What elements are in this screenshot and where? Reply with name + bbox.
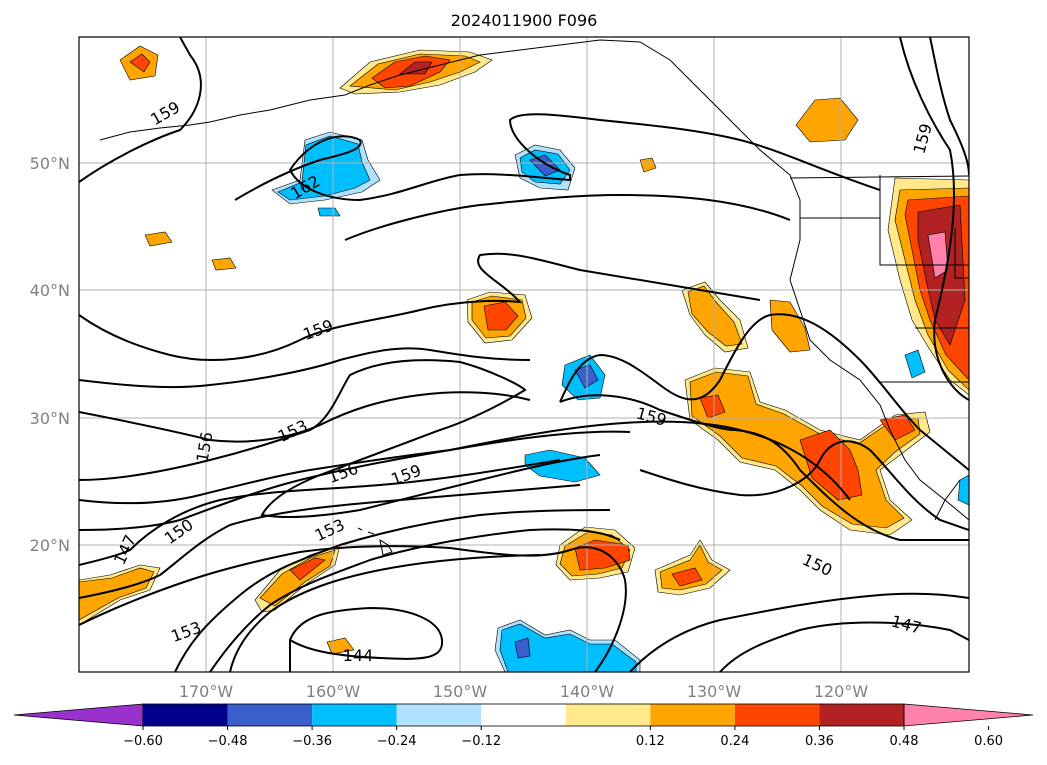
lon-label: 160°W <box>306 682 361 701</box>
colorbar-tick-label: 0.60 <box>974 734 1003 749</box>
lat-label: 30°N <box>30 409 70 428</box>
colorbar-bin <box>227 704 313 726</box>
coastlines <box>99 39 969 556</box>
lat-label: 50°N <box>30 154 70 173</box>
map-frame <box>78 36 970 673</box>
height-contours <box>79 37 969 672</box>
colorbar: −0.60 −0.48 −0.36 −0.24 −0.12 0.12 0.24 0.36 0.4… <box>13 703 1034 749</box>
latitude-labels: 50°N 40°N 30°N 20°N <box>30 154 70 555</box>
colorbar-extend-high <box>903 703 1034 727</box>
colorbar-bin <box>143 704 228 726</box>
lat-label: 20°N <box>30 536 70 555</box>
colorbar-bin <box>650 704 735 726</box>
colorbar-bin <box>396 704 482 726</box>
colorbar-tick-label: −0.60 <box>123 734 163 749</box>
colorbar-bin <box>481 704 566 726</box>
graticule <box>79 37 969 672</box>
lon-label: 140°W <box>560 682 615 701</box>
colorbar-bin <box>312 704 397 726</box>
colorbar-tick-label: −0.24 <box>377 734 417 749</box>
colorbar-tick-label: −0.36 <box>292 734 332 749</box>
shaded-field <box>79 45 969 672</box>
map-title: 2024011900 F096 <box>451 11 598 30</box>
colorbar-bin <box>734 704 820 726</box>
colorbar-tick-label: 0.36 <box>805 734 834 749</box>
colorbar-bin <box>819 704 904 726</box>
colorbar-tick-label: 0.12 <box>636 734 665 749</box>
colorbar-frame <box>142 703 905 727</box>
lat-label: 40°N <box>30 281 70 300</box>
colorbar-tick-label: −0.12 <box>461 734 501 749</box>
colorbar-extend-low <box>13 703 144 727</box>
colorbar-tick-label: 0.48 <box>890 734 919 749</box>
lon-label: 130°W <box>687 682 742 701</box>
contour-label: 144 <box>343 646 374 665</box>
lon-label: 120°W <box>814 682 869 701</box>
map-area <box>79 37 969 672</box>
colorbar-bin <box>565 704 651 726</box>
colorbar-tick-label: −0.48 <box>208 734 248 749</box>
lon-label: 170°W <box>179 682 234 701</box>
lon-label: 150°W <box>433 682 488 701</box>
longitude-labels: 170°W 160°W 150°W 140°W 130°W 120°W <box>179 682 869 701</box>
colorbar-tick-label: 0.24 <box>720 734 749 749</box>
